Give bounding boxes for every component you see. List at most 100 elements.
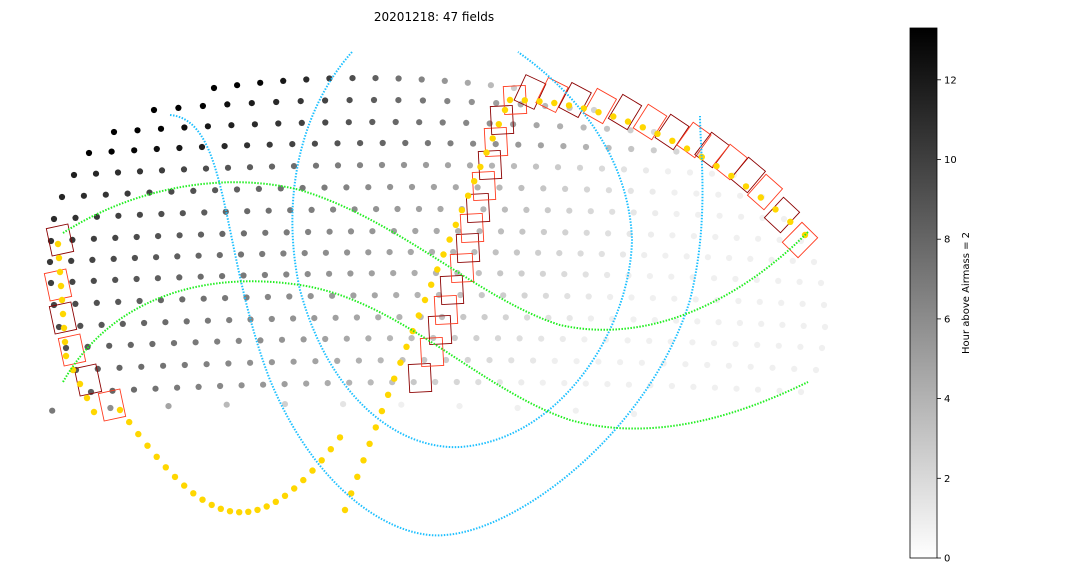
field-dot — [355, 357, 362, 364]
field-dot — [176, 274, 183, 281]
field-dot — [476, 228, 483, 235]
field-dot — [647, 231, 655, 238]
field-dot — [488, 162, 496, 169]
field-dot — [780, 215, 788, 223]
yellow-track-point — [464, 192, 472, 199]
field-dot — [390, 270, 397, 277]
field-dot — [474, 184, 481, 191]
field-dot — [539, 379, 546, 386]
field-dot — [369, 118, 376, 126]
field-dot — [502, 314, 509, 321]
field-dot — [138, 363, 145, 370]
yellow-track-point — [372, 424, 379, 431]
yellow-track-point — [55, 254, 63, 262]
yellow-track-point — [181, 482, 188, 489]
field-dot — [131, 147, 138, 154]
yellow-track-point — [56, 268, 64, 276]
field-footprint — [433, 294, 459, 326]
field-dot — [350, 292, 357, 299]
field-dot — [365, 184, 372, 191]
field-dot — [716, 212, 723, 219]
field-dot — [115, 298, 122, 305]
colorbar-tick-label: 4 — [944, 394, 950, 405]
field-dot — [758, 320, 765, 327]
field-dot — [494, 335, 502, 342]
field-dot — [347, 270, 354, 277]
yellow-track-point — [787, 218, 794, 225]
field-dot — [179, 296, 186, 303]
field-footprint — [746, 173, 784, 211]
field-dot — [630, 410, 638, 418]
field-dot — [737, 192, 744, 199]
field-dot — [554, 164, 562, 171]
field-dot — [90, 277, 97, 284]
field-dot — [154, 275, 161, 282]
field-dot — [768, 256, 775, 263]
field-dot — [386, 335, 394, 342]
field-dot — [607, 293, 614, 301]
field-footprint — [582, 87, 618, 125]
field-footprint — [57, 333, 87, 367]
field-dot — [437, 205, 444, 213]
field-footprints — [43, 74, 819, 422]
field-dot — [518, 270, 525, 277]
chart-title: 20201218: 47 fields — [374, 10, 494, 24]
field-dot — [673, 317, 680, 324]
field-dot — [778, 299, 785, 306]
field-dot — [326, 228, 333, 235]
field-dot — [305, 228, 312, 236]
field-dot — [619, 251, 627, 258]
field-footprint — [471, 170, 497, 202]
field-dot — [190, 187, 197, 194]
field-dot — [174, 253, 181, 260]
field-dot — [334, 140, 341, 147]
yellow-track-point — [565, 102, 573, 109]
field-dot — [519, 228, 526, 235]
field-dot — [340, 401, 347, 408]
field-dot — [287, 207, 294, 214]
field-dot — [268, 315, 275, 323]
field-dot — [322, 97, 329, 104]
yellow-track-point — [348, 490, 355, 497]
field-dot — [733, 234, 740, 241]
field-dot — [585, 293, 592, 300]
field-dot — [58, 193, 66, 201]
yellow-track-point — [639, 124, 646, 131]
field-dot — [800, 322, 807, 329]
field-dot — [265, 207, 272, 214]
field-dot — [796, 278, 803, 285]
field-dot — [769, 364, 776, 371]
field-dot — [179, 210, 186, 217]
field-dot — [817, 279, 825, 287]
field-dot — [682, 361, 689, 368]
field-dot — [704, 361, 711, 369]
field-dot — [174, 384, 181, 391]
field-dot — [510, 163, 518, 170]
field-footprint — [427, 314, 453, 346]
field-dot — [322, 249, 329, 256]
yellow-track-point — [60, 324, 68, 332]
field-dot — [200, 295, 207, 302]
field-dot — [428, 248, 436, 256]
field-dot — [595, 358, 602, 365]
field-dot — [365, 249, 372, 256]
field-dot — [373, 206, 380, 213]
field-dot — [650, 147, 657, 154]
field-dot — [176, 144, 183, 152]
field-dot — [605, 187, 613, 194]
field-dot — [566, 207, 573, 214]
yellow-track-point — [483, 149, 490, 156]
field-dot — [424, 140, 431, 147]
field-dot — [134, 127, 141, 134]
field-dot — [326, 270, 333, 277]
yellow-track-point — [61, 338, 69, 346]
yellow-track-point — [415, 312, 422, 319]
field-dot — [221, 143, 228, 150]
field-dot — [683, 253, 690, 260]
field-dot — [668, 273, 675, 280]
field-dot — [725, 362, 733, 369]
field-dot — [756, 298, 763, 305]
field-dot — [301, 250, 308, 257]
yellow-track-point — [489, 135, 496, 142]
field-footprint — [535, 76, 569, 114]
